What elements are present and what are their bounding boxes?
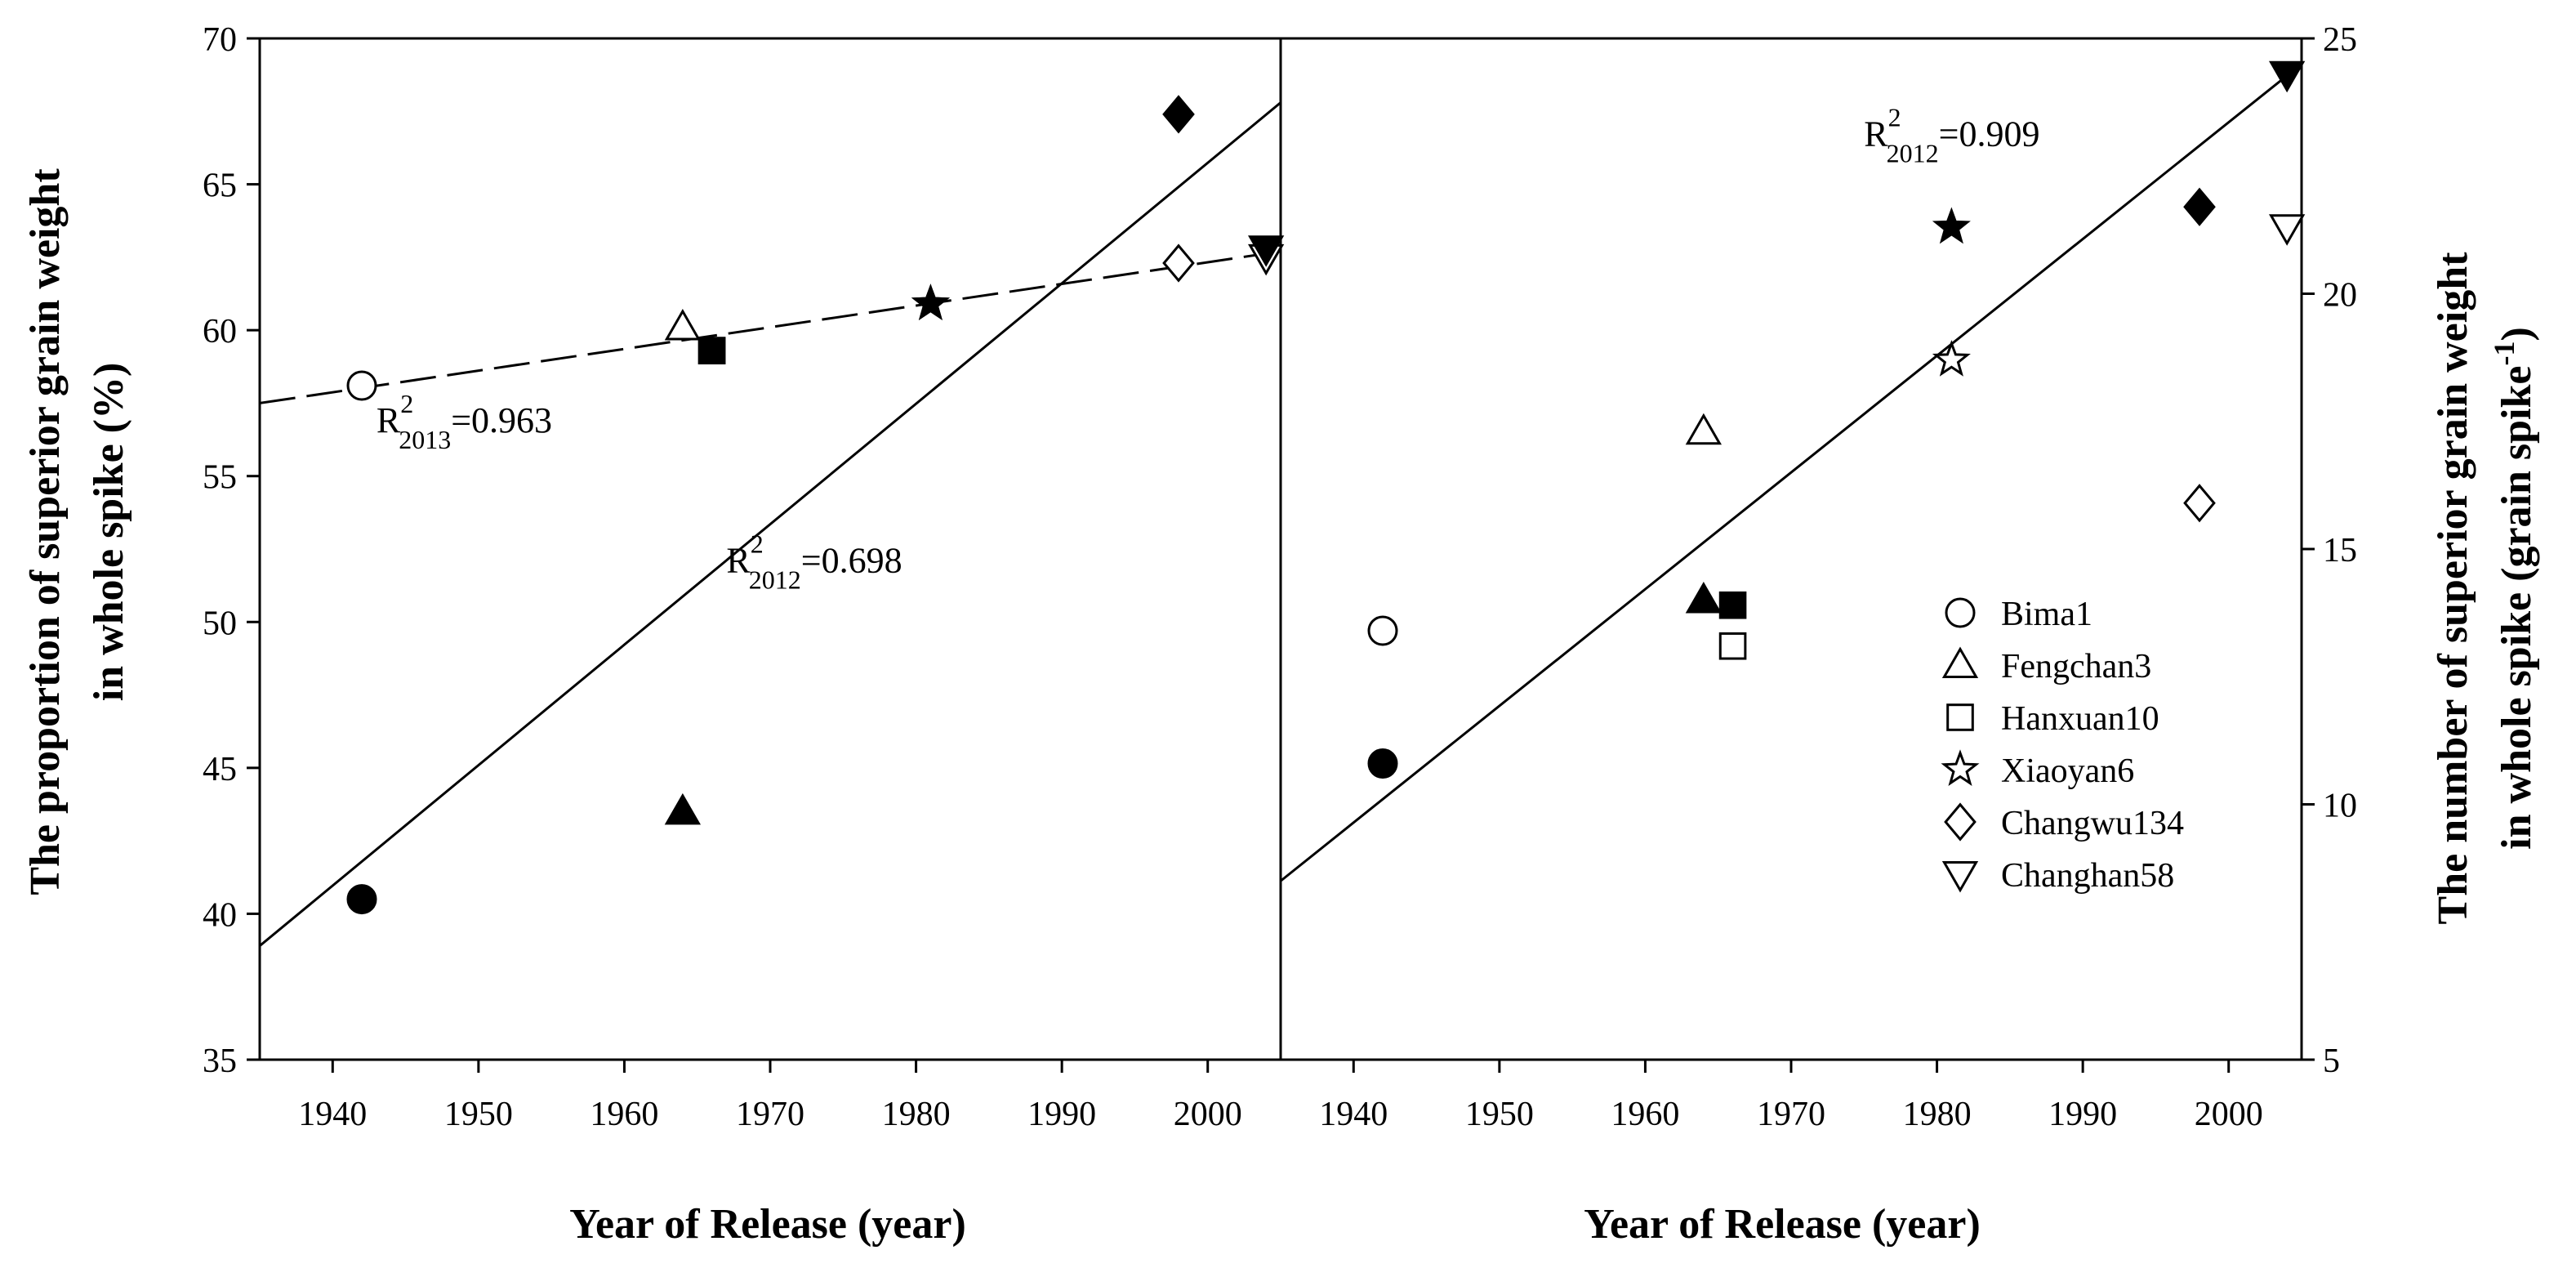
x-tick-label: 1940 (1319, 1096, 1388, 1133)
point-2012-xiaoyan6 (911, 284, 950, 320)
y-tick-label: 40 (203, 896, 237, 934)
legend-label: Changhan58 (2001, 857, 2174, 895)
x-tick-label: 2000 (2195, 1096, 2263, 1133)
left-y-axis-title-line2: in whole spike (%) (86, 363, 132, 702)
x-tick-label: 1990 (1027, 1096, 1096, 1133)
y-tick-label: 65 (203, 167, 237, 205)
point-2013-bima1 (1367, 615, 1398, 646)
annot-sub: 2012 (749, 565, 801, 595)
point-2012-hanxuan10 (1718, 591, 1747, 619)
left-x-axis-title: Year of Release (year) (569, 1201, 966, 1248)
point-2013-xiaoyan6 (1932, 340, 1971, 377)
right-y-axis-title-line1: The number of superior grain weight (2430, 252, 2476, 925)
y-tick-label: 50 (203, 605, 237, 642)
annot-sup: 2 (1888, 102, 1901, 132)
x-tick-label: 2000 (1174, 1096, 1242, 1133)
y-tick-label: 5 (2323, 1043, 2340, 1080)
x-tick-label: 1960 (1611, 1096, 1679, 1133)
annot-sup: 2 (400, 389, 413, 418)
legend-marker-hanxuan10 (1946, 703, 1974, 731)
legend-marker-changwu134 (1944, 802, 1977, 842)
annot-base: R (726, 541, 751, 581)
annot-base: R (377, 400, 401, 440)
fit-line-2012 (1281, 63, 2302, 882)
point-2013-fengchan3 (1685, 413, 1723, 445)
x-tick-label: 1950 (444, 1096, 513, 1133)
point-2013-bima1 (346, 370, 377, 401)
point-2012-changwu134 (2183, 187, 2216, 226)
legend: Bima1 Fengchan3 Hanxuan10 Xiaoyan6 Changwu13… (1941, 596, 2184, 895)
legend-label: Xiaoyan6 (2001, 752, 2134, 790)
annot-base: R (1864, 114, 1888, 154)
point-2013-changwu134 (1162, 243, 1195, 283)
plot-frame-right (1279, 37, 2303, 1061)
point-2012-xiaoyan6 (1932, 207, 1971, 244)
point-2012-bima1 (346, 884, 377, 915)
x-tick-label: 1970 (1757, 1096, 1825, 1133)
legend-marker-fengchan3 (1941, 646, 1979, 678)
annot-value: =0.963 (451, 400, 552, 440)
point-2013-hanxuan10 (1718, 632, 1747, 660)
annot-value: =0.909 (1939, 114, 2040, 154)
point-2012-changhan58 (2268, 60, 2306, 93)
x-tick-label: 1980 (1903, 1096, 1972, 1133)
y-tick-label: 20 (2323, 277, 2357, 315)
panel-left: 1940 1950 1960 1970 1980 1990 2000 35 40 45 50 55 60… (203, 21, 1285, 1133)
point-2013-fengchan3 (664, 309, 701, 341)
legend-marker-xiaoyan6 (1941, 749, 1980, 786)
point-2012-hanxuan10 (697, 337, 726, 364)
fit-line-2012 (260, 101, 1281, 947)
legend-label: Bima1 (2001, 596, 2092, 633)
legend-label: Hanxuan10 (2001, 700, 2159, 738)
y-tick-label: 60 (203, 313, 237, 351)
fit-line-2013 (260, 250, 1281, 404)
x-tick-label: 1970 (736, 1096, 804, 1133)
r-squared-annotation-2012: R2 2012=0.698 (726, 529, 902, 595)
r-squared-annotation-2013: R2 2013=0.963 (377, 389, 552, 454)
y-tick-label: 25 (2323, 21, 2357, 59)
y-tick-label: 55 (203, 459, 237, 497)
right-y-axis-title-line2: in whole spike (grain spike-1) (2488, 327, 2540, 850)
y-tick-label: 35 (203, 1043, 237, 1080)
plot-frame-left (258, 37, 1282, 1061)
r-squared-annotation-2012: R2 2012=0.909 (1864, 102, 2039, 167)
legend-marker-changhan58 (1941, 861, 1979, 893)
right-y-axis-title-line2-close: ) (2494, 327, 2540, 341)
point-2013-changhan58 (2268, 214, 2306, 246)
right-y-axis-title-line2-text: in whole spike (grain spike (2494, 365, 2540, 849)
point-2012-changwu134 (1162, 95, 1195, 134)
y-tick-label: 15 (2323, 532, 2357, 569)
legend-label: Fengchan3 (2001, 648, 2151, 685)
right-y-axis-title-line2-sup: -1 (2488, 341, 2520, 365)
left-y-axis-title-line1: The proportion of superior grain weight (22, 168, 69, 895)
right-x-axis-title: Year of Release (year) (1584, 1201, 1981, 1248)
x-tick-label: 1990 (2048, 1096, 2117, 1133)
legend-marker-bima1 (1945, 597, 1976, 628)
y-tick-label: 45 (203, 751, 237, 788)
point-2012-bima1 (1367, 748, 1398, 779)
annot-sup: 2 (751, 529, 764, 559)
y-tick-label: 70 (203, 21, 237, 59)
point-2012-fengchan3 (1685, 581, 1723, 614)
y-tick-label: 10 (2323, 788, 2357, 825)
point-2012-changhan58 (1248, 235, 1285, 267)
annot-value: =0.698 (801, 541, 902, 581)
x-tick-label: 1940 (298, 1096, 367, 1133)
x-tick-label: 1950 (1465, 1096, 1534, 1133)
annot-sub: 2013 (399, 425, 451, 454)
x-tick-label: 1960 (590, 1096, 658, 1133)
annot-sub: 2012 (1887, 138, 1939, 167)
panel-right: 1940 1950 1960 1970 1980 1990 2000 5 10 15 20 25 R2 2… (1279, 21, 2357, 1133)
x-tick-label: 1980 (882, 1096, 951, 1133)
point-2013-changwu134 (2183, 484, 2216, 523)
legend-label: Changwu134 (2001, 805, 2184, 842)
panels: 1940 1950 1960 1970 1980 1990 2000 35 40 45 50 55 60… (203, 21, 2357, 1133)
point-2012-fengchan3 (664, 793, 701, 825)
